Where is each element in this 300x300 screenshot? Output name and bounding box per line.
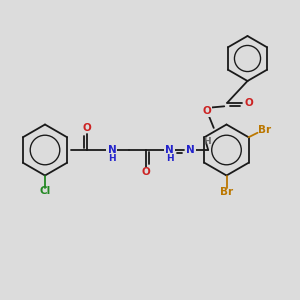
Text: H: H bbox=[203, 137, 211, 146]
Text: Cl: Cl bbox=[39, 185, 51, 196]
Text: H: H bbox=[166, 154, 174, 163]
Text: O: O bbox=[141, 167, 150, 177]
Text: H: H bbox=[108, 154, 116, 163]
Text: O: O bbox=[82, 123, 91, 133]
Text: N: N bbox=[186, 145, 195, 155]
Text: N: N bbox=[107, 145, 116, 155]
Text: O: O bbox=[244, 98, 253, 108]
Text: Br: Br bbox=[220, 187, 233, 197]
Text: Br: Br bbox=[258, 125, 271, 135]
Text: N: N bbox=[165, 145, 174, 155]
Text: O: O bbox=[202, 106, 211, 116]
